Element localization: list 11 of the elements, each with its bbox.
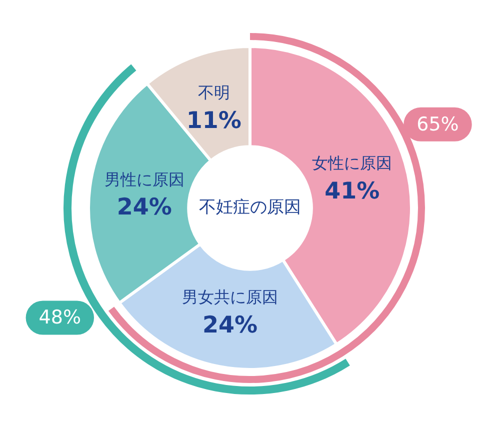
data-label: 24% [202, 312, 258, 339]
text: 65% [416, 113, 459, 136]
data-label: 24% [116, 194, 172, 221]
slice-label: 男女共に原因 [182, 288, 278, 307]
text: 48% [38, 306, 82, 329]
slice-label: 女性に原因 [312, 153, 392, 172]
text: 不妊症の原因 [199, 197, 301, 218]
slice-label: 男性に原因 [104, 170, 184, 189]
data-label: 41% [324, 178, 380, 204]
slice-label: 不明 [198, 83, 230, 102]
data-label: 11% [186, 108, 242, 134]
